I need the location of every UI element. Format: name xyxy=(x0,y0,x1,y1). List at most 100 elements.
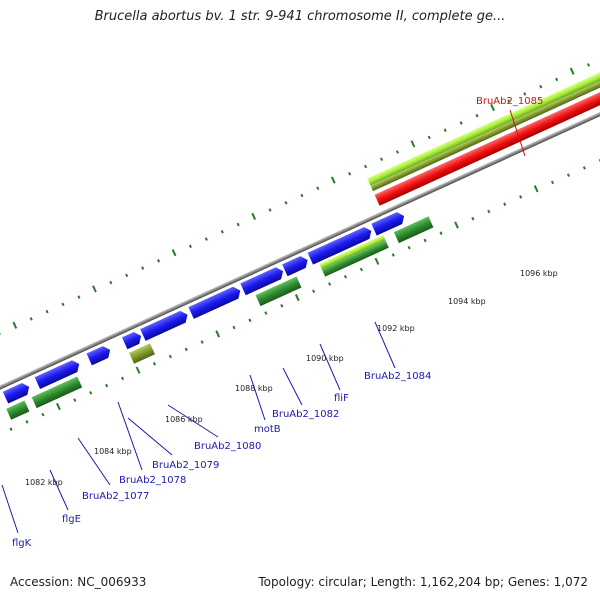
major-tick xyxy=(374,257,380,265)
gene-label-bruab2-1080: BruAb2_1080 xyxy=(194,441,261,452)
kbp-label: 1084 kbp xyxy=(94,447,132,456)
light-feature-lower xyxy=(319,234,386,270)
minor-tick xyxy=(539,84,543,89)
kbp-label: 1086 kbp xyxy=(165,415,203,424)
cds-arrow xyxy=(282,256,308,277)
kbp-label: 1090 kbp xyxy=(306,354,344,363)
minor-tick xyxy=(379,157,384,162)
cds-arrow xyxy=(240,267,284,296)
kbp-label: 1094 kbp xyxy=(448,297,486,306)
highlight-cds-bruab2-1085 xyxy=(374,70,600,206)
gene-label-flif: fliF xyxy=(334,393,349,404)
cds-arrow xyxy=(2,382,30,404)
cds-block xyxy=(321,240,389,277)
cds-arrow xyxy=(140,310,188,341)
minor-tick xyxy=(312,289,316,294)
kbp-label: 1092 kbp xyxy=(377,324,415,333)
minor-tick xyxy=(550,180,555,185)
minor-tick xyxy=(152,362,156,366)
major-tick xyxy=(294,294,300,302)
major-tick xyxy=(251,212,257,220)
callout-line-bruab2-1077 xyxy=(77,437,111,486)
minor-tick xyxy=(359,267,363,272)
cds-block xyxy=(129,343,155,364)
callout-line-bruab2-1078 xyxy=(117,401,143,471)
cds-arrow xyxy=(122,331,142,350)
minor-tick xyxy=(566,173,570,177)
minor-tick xyxy=(41,412,45,417)
cds-arrow xyxy=(34,360,80,390)
cds-block xyxy=(393,216,434,244)
callout-line-bruab2-1085 xyxy=(509,109,526,157)
major-tick xyxy=(454,221,459,229)
major-tick xyxy=(56,402,61,411)
minor-tick xyxy=(582,166,586,170)
olive-feature-upper xyxy=(370,61,600,192)
callout-line-flgk xyxy=(1,484,19,534)
cds-arrow xyxy=(188,286,241,319)
major-tick xyxy=(12,321,18,329)
minor-tick xyxy=(89,391,93,395)
gene-label-bruab2-1084: BruAb2_1084 xyxy=(364,371,431,382)
minor-tick xyxy=(427,135,431,140)
minor-tick xyxy=(236,222,240,227)
minor-tick xyxy=(204,237,208,241)
callout-line-bruab2-1084 xyxy=(374,321,396,369)
minor-tick xyxy=(121,376,125,381)
minor-tick xyxy=(61,302,65,307)
gene-label-bruab2-1085: BruAb2_1085 xyxy=(476,96,543,107)
minor-tick xyxy=(586,63,591,67)
major-tick xyxy=(490,103,495,112)
minor-tick xyxy=(395,150,399,154)
minor-tick xyxy=(141,266,145,270)
minor-tick xyxy=(45,309,49,314)
gene-label-bruab2-1082: BruAb2_1082 xyxy=(272,409,339,420)
minor-tick xyxy=(348,171,352,176)
minor-tick xyxy=(300,193,304,198)
minor-tick xyxy=(487,209,491,214)
minor-tick xyxy=(391,253,395,257)
callout-line-bruab2-1080 xyxy=(167,404,219,438)
minor-tick xyxy=(328,282,332,286)
inner-tick-ring xyxy=(9,158,600,431)
minor-tick xyxy=(157,259,161,263)
minor-tick xyxy=(168,354,172,359)
minor-tick xyxy=(280,303,284,308)
outer-tick-ring xyxy=(0,63,591,336)
minor-tick xyxy=(0,331,1,336)
minor-tick xyxy=(523,92,527,96)
genome-backbone xyxy=(0,86,600,431)
minor-tick xyxy=(555,77,559,82)
light-feature-upper xyxy=(367,53,600,186)
minor-tick xyxy=(268,208,272,212)
major-tick xyxy=(410,140,416,148)
kbp-label: 1082 kbp xyxy=(25,478,63,487)
minor-tick xyxy=(507,99,511,103)
minor-tick xyxy=(443,128,447,132)
minor-tick xyxy=(29,317,33,321)
map-title: Brucella abortus bv. 1 str. 9-941 chromo… xyxy=(94,9,506,24)
minor-tick xyxy=(125,273,129,278)
minor-tick xyxy=(459,121,463,125)
major-tick xyxy=(569,67,575,75)
minor-tick xyxy=(364,164,368,169)
minor-tick xyxy=(77,295,81,299)
minor-tick xyxy=(264,311,268,315)
minor-tick xyxy=(284,200,288,205)
callout-line-flge xyxy=(49,469,69,511)
minor-tick xyxy=(519,195,523,199)
reverse-cds-group xyxy=(6,216,434,420)
major-tick xyxy=(171,249,177,257)
minor-tick xyxy=(475,113,479,118)
minor-tick xyxy=(248,318,252,323)
minor-tick xyxy=(407,245,411,250)
major-tick xyxy=(533,185,539,193)
minor-tick xyxy=(9,427,13,431)
forward-cds-group xyxy=(2,212,405,404)
gene-label-bruab2-1079: BruAb2_1079 xyxy=(152,460,219,471)
minor-tick xyxy=(25,420,29,424)
callout-line-bruab2-1079 xyxy=(127,417,173,456)
minor-tick xyxy=(232,325,236,330)
minor-tick xyxy=(73,398,77,402)
